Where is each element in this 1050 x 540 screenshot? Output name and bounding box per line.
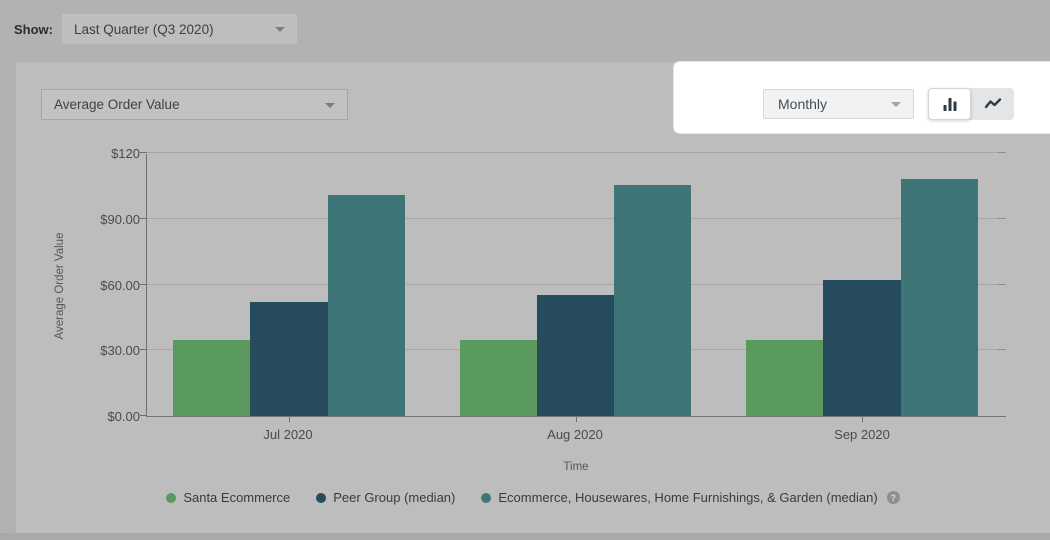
page-bottom-edge <box>0 533 1050 540</box>
y-axis-tick-label: $30.00 <box>100 343 140 359</box>
chart-type-toggle <box>928 88 1014 120</box>
legend-label: Peer Group (median) <box>333 490 456 505</box>
chevron-down-icon <box>325 102 335 108</box>
y-axis-title: Average Order Value <box>54 232 66 340</box>
period-dropdown-value: Last Quarter (Q3 2020) <box>74 21 214 37</box>
legend-item: Santa Ecommerce <box>166 490 290 505</box>
bar[interactable] <box>327 194 405 416</box>
bar-chart-icon <box>943 98 956 111</box>
bar[interactable] <box>614 184 692 416</box>
granularity-dropdown[interactable]: Monthly <box>763 89 914 119</box>
metric-dropdown[interactable]: Average Order Value <box>41 89 348 120</box>
bar-group <box>459 154 692 422</box>
legend-label: Ecommerce, Housewares, Home Furnishings,… <box>498 490 878 505</box>
y-tick-right <box>998 283 1006 285</box>
y-tick-right <box>998 349 1006 351</box>
y-axis-tick-label: $60.00 <box>100 277 140 293</box>
legend-item: Ecommerce, Housewares, Home Furnishings,… <box>481 490 900 505</box>
bar[interactable] <box>900 179 978 416</box>
bar[interactable] <box>250 302 328 416</box>
plot-area <box>140 152 1006 422</box>
bar[interactable] <box>173 340 251 416</box>
y-axis-tick-label: $120 <box>111 146 140 161</box>
x-axis-labels: Jul 2020 Aug 2020 Sep 2020 <box>146 427 1006 442</box>
y-tick-right <box>998 217 1006 219</box>
y-axis-labels: $0.00 $30.00 $60.00 $90.00 $120 <box>16 146 140 424</box>
x-tick <box>575 417 577 422</box>
bar[interactable] <box>746 340 824 416</box>
x-tick <box>862 417 863 422</box>
bar[interactable] <box>459 340 537 416</box>
period-dropdown[interactable]: Last Quarter (Q3 2020) <box>62 14 297 44</box>
y-tick <box>140 283 147 285</box>
bar-group <box>746 154 978 422</box>
chevron-down-icon <box>891 102 901 107</box>
y-axis-tick-label: $0.00 <box>107 409 140 424</box>
top-bar: Show: Last Quarter (Q3 2020) <box>0 0 1050 62</box>
x-axis-tick-label: Jul 2020 <box>263 427 313 442</box>
gridline <box>147 217 1006 219</box>
x-tick <box>289 417 290 422</box>
spotlight-highlight: Monthly <box>674 62 1050 133</box>
gridline <box>147 283 1006 285</box>
bar-group <box>173 154 405 422</box>
help-icon[interactable]: ? <box>886 491 900 504</box>
y-tick <box>140 349 147 351</box>
x-axis-tick-label: Sep 2020 <box>834 427 890 442</box>
legend-swatch <box>316 492 327 503</box>
bar-chart-toggle-button[interactable] <box>928 88 971 120</box>
bar[interactable] <box>536 295 615 416</box>
chevron-down-icon <box>275 27 285 32</box>
metric-dropdown-value: Average Order Value <box>54 97 180 112</box>
y-tick <box>140 217 147 219</box>
y-tick <box>140 152 147 153</box>
bar[interactable] <box>823 280 901 416</box>
x-axis-title: Time <box>563 461 589 473</box>
show-label: Show: <box>14 22 53 37</box>
y-tick <box>140 415 147 416</box>
line-chart-icon <box>984 98 1001 109</box>
legend-label: Santa Ecommerce <box>183 490 291 505</box>
y-tick-right <box>998 152 1006 153</box>
legend-swatch <box>166 492 177 503</box>
line-chart-toggle-button[interactable] <box>971 88 1014 120</box>
x-axis-tick-label: Aug 2020 <box>547 427 603 442</box>
y-axis-tick-label: $90.00 <box>100 211 140 227</box>
chart-legend: Santa Ecommerce Peer Group (median) Ecomme… <box>16 490 1050 505</box>
chart-card: Average Order Value $0.00 $30.00 $60.00 $90… <box>15 62 1050 533</box>
legend-item: Peer Group (median) <box>316 490 455 505</box>
gridline <box>147 152 1006 153</box>
granularity-dropdown-value: Monthly <box>778 96 828 112</box>
legend-swatch <box>481 492 492 503</box>
